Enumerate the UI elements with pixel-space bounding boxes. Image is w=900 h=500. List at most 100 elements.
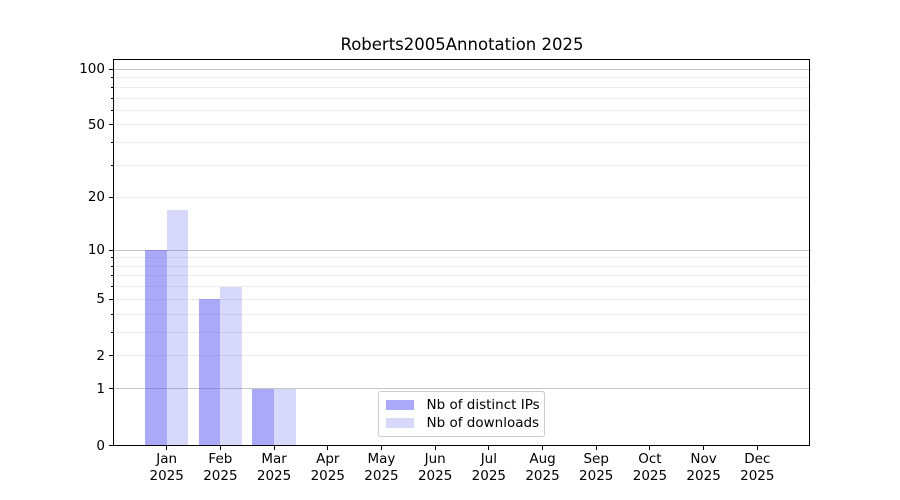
- x-tick-year: 2025: [525, 467, 560, 484]
- y-gridline-minor: [113, 109, 811, 111]
- x-tick-label: Apr 2025: [300, 451, 356, 484]
- y-gridline-minor: [113, 313, 811, 315]
- y-minor-tick-mark: [110, 275, 113, 277]
- x-tick-mark: [756, 445, 758, 450]
- legend-swatch-distinct-ips-icon: [385, 399, 414, 410]
- y-minor-tick-mark: [110, 142, 113, 144]
- x-tick-label: Jan 2025: [139, 451, 195, 484]
- x-tick-year: 2025: [686, 467, 721, 484]
- y-tick-mark: [108, 445, 113, 446]
- bar-distinct-ips: [144, 250, 167, 446]
- bar-downloads: [274, 388, 296, 446]
- y-minor-tick-mark: [110, 196, 113, 198]
- x-tick-year: 2025: [740, 467, 775, 484]
- y-gridline-minor: [113, 275, 811, 277]
- x-tick-mark: [219, 445, 221, 450]
- y-gridline-major: [113, 388, 811, 390]
- legend-swatch-downloads-icon: [385, 417, 414, 428]
- x-tick-mark: [273, 445, 275, 450]
- y-gridline-minor: [113, 77, 811, 79]
- x-tick-label: Jun 2025: [407, 451, 463, 484]
- x-tick-month: Jun: [424, 451, 446, 467]
- x-tick-month: Sep: [583, 451, 609, 467]
- y-minor-tick-mark: [110, 313, 113, 315]
- y-gridline-minor: [113, 124, 811, 126]
- y-minor-tick-mark: [110, 86, 113, 88]
- chart-title: Roberts2005Annotation 2025: [340, 35, 584, 54]
- x-tick-label: Mar 2025: [246, 451, 302, 484]
- y-tick-label: 50: [87, 116, 105, 133]
- y-gridline-minor: [113, 97, 811, 99]
- x-tick-label: Nov 2025: [676, 451, 732, 484]
- y-gridline-minor: [113, 165, 811, 167]
- y-gridline-minor: [113, 355, 811, 357]
- y-tick-mark: [108, 249, 113, 251]
- bar-distinct-ips: [252, 388, 275, 446]
- y-minor-tick-mark: [110, 331, 113, 333]
- y-gridline-minor: [113, 265, 811, 267]
- y-gridline-major: [113, 68, 811, 70]
- x-tick-month: Jan: [156, 451, 178, 467]
- y-tick-label: 20: [87, 189, 105, 206]
- x-tick-label: Feb 2025: [192, 451, 248, 484]
- x-tick-label: Sep 2025: [568, 451, 624, 484]
- x-tick-year: 2025: [417, 467, 453, 484]
- y-minor-tick-mark: [110, 265, 113, 267]
- y-tick-mark: [108, 388, 113, 390]
- y-gridline-major: [113, 249, 811, 251]
- bar-downloads: [220, 286, 243, 446]
- bar-distinct-ips: [198, 299, 221, 446]
- x-tick-mark: [166, 445, 168, 450]
- y-minor-tick-mark: [110, 97, 113, 99]
- y-tick-label: 5: [96, 291, 105, 308]
- y-gridline-minor: [113, 298, 811, 300]
- y-gridline-minor: [113, 286, 811, 288]
- x-tick-year: 2025: [364, 467, 399, 484]
- x-tick-year: 2025: [310, 467, 345, 484]
- x-tick-month: Oct: [638, 451, 662, 467]
- x-tick-month: May: [367, 451, 396, 467]
- y-gridline-minor: [113, 86, 811, 88]
- x-tick-mark: [488, 445, 490, 450]
- x-tick-month: Feb: [208, 451, 233, 467]
- y-tick-label: 0: [96, 437, 105, 454]
- bar-downloads: [166, 209, 189, 446]
- y-minor-tick-mark: [110, 77, 113, 79]
- x-tick-month: Nov: [690, 451, 717, 467]
- y-tick-label: 100: [79, 61, 105, 78]
- legend: Nb of distinct IPs Nb of downloads: [377, 390, 545, 437]
- x-tick-mark: [380, 445, 382, 450]
- legend-label-distinct-ips: Nb of distinct IPs: [426, 396, 540, 413]
- y-tick-label: 2: [96, 347, 105, 364]
- y-gridline-minor: [113, 142, 811, 144]
- y-minor-tick-mark: [110, 124, 113, 126]
- x-tick-label: May 2025: [353, 451, 409, 484]
- y-gridline-minor: [113, 257, 811, 259]
- y-tick-mark: [108, 68, 113, 70]
- x-tick-label: Jul 2025: [461, 451, 517, 484]
- x-tick-mark: [327, 445, 329, 450]
- legend-entry-distinct-ips: Nb of distinct IPs: [385, 396, 540, 414]
- x-tick-label: Dec 2025: [729, 451, 785, 484]
- y-gridline-minor: [113, 196, 811, 198]
- x-tick-month: Apr: [316, 451, 340, 467]
- y-minor-tick-mark: [110, 257, 113, 259]
- x-tick-month: Dec: [744, 451, 771, 467]
- x-tick-mark: [595, 445, 597, 450]
- legend-label-downloads: Nb of downloads: [426, 414, 540, 431]
- x-tick-label: Aug 2025: [515, 451, 571, 484]
- x-tick-label: Oct 2025: [622, 451, 678, 484]
- y-gridline-minor: [113, 331, 811, 333]
- x-tick-mark: [542, 445, 544, 450]
- x-tick-mark: [703, 445, 705, 450]
- x-tick-year: 2025: [579, 467, 614, 484]
- x-tick-month: Mar: [261, 451, 287, 467]
- x-tick-year: 2025: [203, 467, 238, 484]
- y-minor-tick-mark: [110, 355, 113, 357]
- y-minor-tick-mark: [110, 286, 113, 288]
- x-tick-year: 2025: [632, 467, 668, 484]
- y-minor-tick-mark: [110, 165, 113, 167]
- y-minor-tick-mark: [110, 109, 113, 111]
- y-tick-label: 10: [87, 242, 105, 259]
